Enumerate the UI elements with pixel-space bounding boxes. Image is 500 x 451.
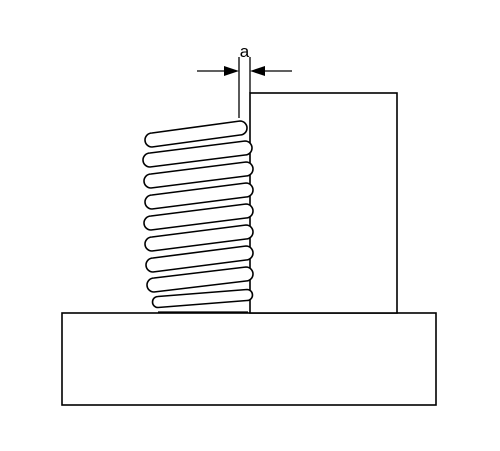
square-block (249, 92, 398, 314)
spring-coil (144, 120, 248, 148)
spring-coil (144, 224, 254, 252)
spring-coil (146, 266, 254, 293)
spring-coil (142, 140, 253, 168)
dimension-label: a (240, 42, 250, 61)
spring-coil (145, 245, 254, 273)
dimension-arrow-left-head (224, 66, 239, 76)
dimension-arrow-right-head (250, 66, 265, 76)
spring-coil (151, 288, 254, 309)
spring-coil (143, 161, 254, 189)
spring-coil (143, 203, 254, 231)
coil-spring (142, 120, 254, 313)
base-plate (61, 312, 437, 406)
spring-coil (144, 182, 254, 210)
